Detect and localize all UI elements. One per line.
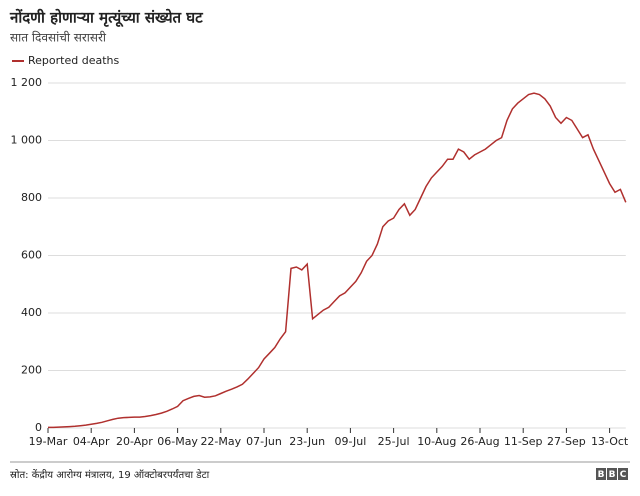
chart-title: नोंदणी होणाऱ्या मृत्यूंच्या संख्येत घट [9,9,204,28]
x-tick-label: 07-Jun [246,435,282,448]
y-tick-label: 400 [21,306,42,319]
y-tick-label: 600 [21,249,42,262]
legend-label: Reported deaths [28,54,119,67]
x-tick-label: 25-Jul [378,435,410,448]
y-tick-label: 1 200 [11,76,43,89]
y-tick-label: 1 000 [11,134,43,147]
x-tick-label: 20-Apr [116,435,153,448]
x-tick-label: 13-Oct [591,435,629,448]
x-tick-label: 22-May [200,435,241,448]
data-line [48,92,627,429]
y-tick-label: 800 [21,191,42,204]
chart-subtitle: सात दिवसांची सरासरी [10,31,107,45]
y-tick-label: 200 [21,364,42,377]
logo: B B C [596,468,628,480]
x-tick-label: 06-May [157,435,198,448]
logo-letter: B [598,470,605,480]
x-tick-label: 10-Aug [417,435,456,448]
x-tick-label: 11-Sep [504,435,543,448]
x-tick-label: 27-Sep [547,435,586,448]
logo-letter: B [609,470,616,480]
x-tick-label: 19-Mar [29,435,68,448]
x-tick-label: 04-Apr [73,435,110,448]
x-tick-label: 09-Jul [334,435,366,448]
logo-letter: C [620,470,627,480]
source: स्रोत: केंद्रीय आरोग्य मंत्रालय, 19 ऑक्ट… [10,469,210,481]
y-tick-label: 0 [35,421,42,434]
x-tick-label: 26-Aug [460,435,499,448]
x-tick-label: 23-Jun [289,435,325,448]
